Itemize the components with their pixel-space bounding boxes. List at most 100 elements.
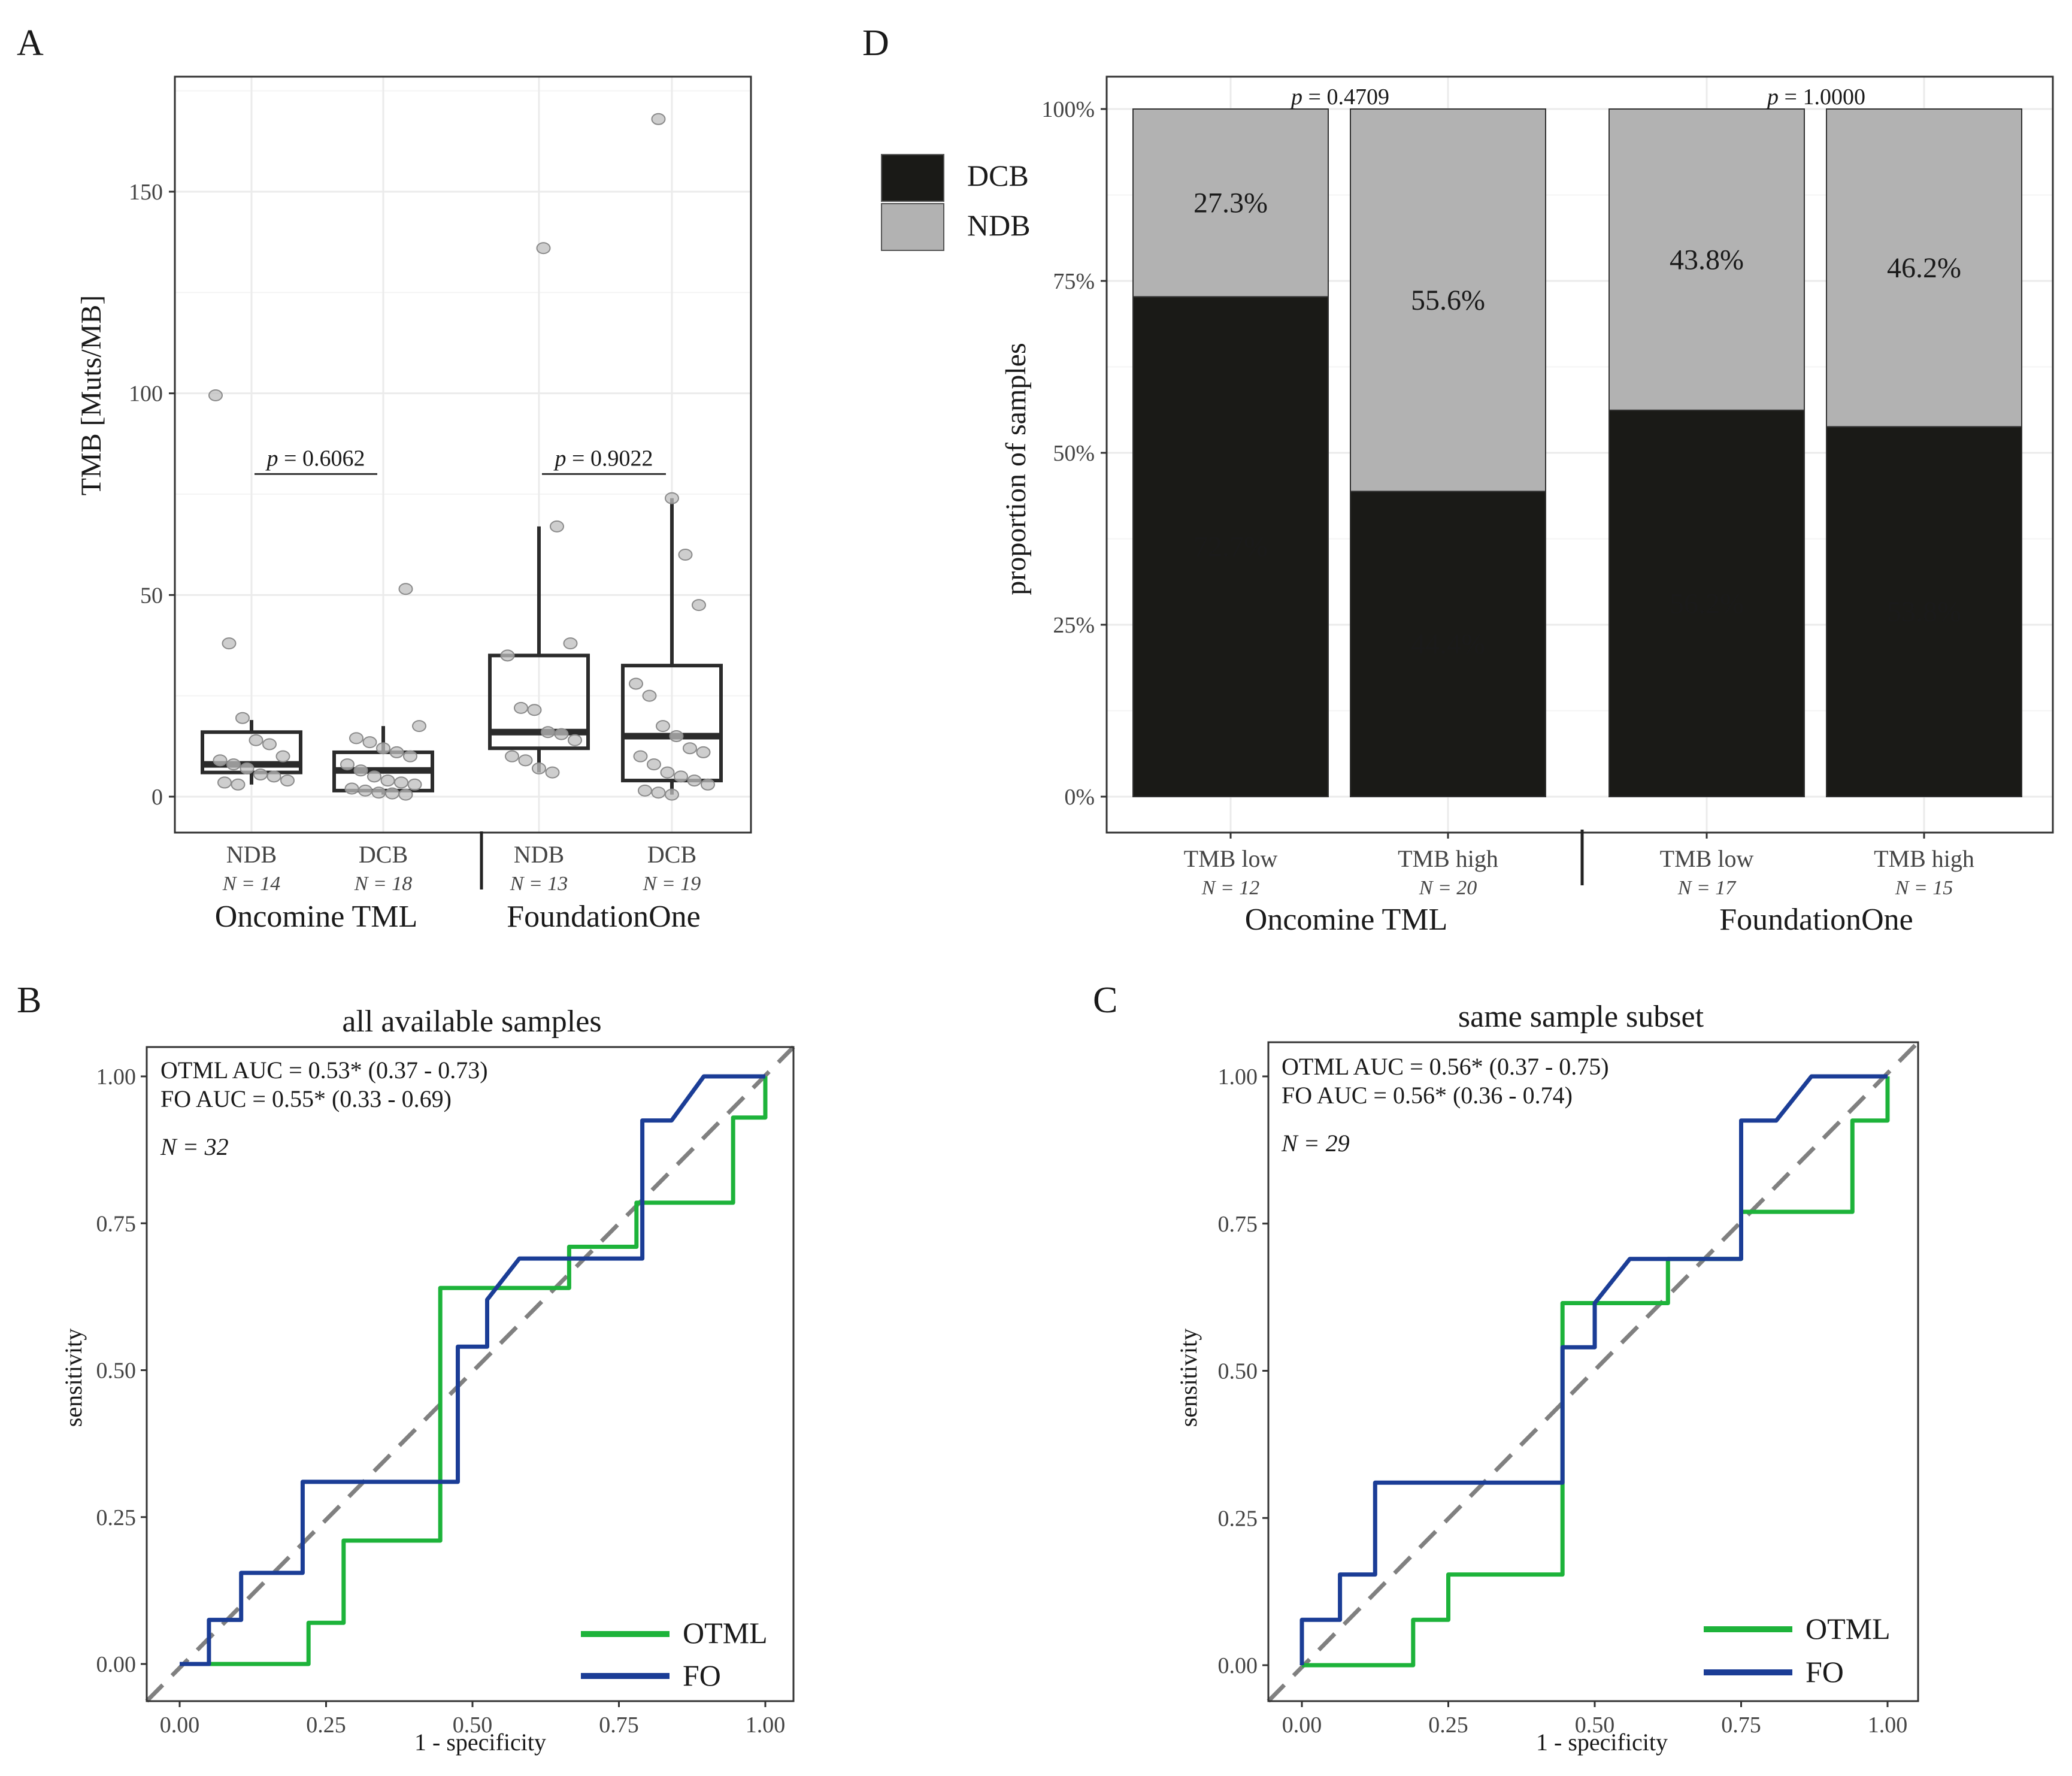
data-point xyxy=(389,746,404,758)
panel-c-marks xyxy=(1267,1040,1920,1703)
x-tick-label: 0.25 xyxy=(306,1713,346,1738)
panel-a-boxplot: p = 0.6062 p = 0.9022 0 50 100 150 TMB [Muts… xyxy=(75,75,752,934)
data-point xyxy=(696,746,711,758)
panel-b-auc-otml: OTML AUC = 0.53* (0.37 - 0.73) xyxy=(160,1057,488,1084)
data-point xyxy=(340,758,355,771)
roc-line-fo xyxy=(1299,1074,1888,1665)
p-value-label: p = 0.9022 xyxy=(553,446,653,471)
x-tick-label: DCB xyxy=(647,841,696,868)
data-point xyxy=(240,762,255,774)
data-point xyxy=(280,774,295,787)
panel-c-ticks: 0.00 0.00 0.25 0.25 0.50 0.50 0.75 0.75 1.00 1.00 xyxy=(1218,1064,1908,1738)
x-tick-label: TMB low xyxy=(1184,845,1278,872)
data-point xyxy=(208,389,223,402)
data-point xyxy=(358,784,372,797)
roc-line-fo xyxy=(180,1074,765,1666)
panel-c-auc-otml: OTML AUC = 0.56* (0.37 - 0.75) xyxy=(1282,1053,1609,1080)
data-point xyxy=(253,768,268,780)
x-tick-label: 1.00 xyxy=(1868,1713,1908,1738)
x-tick-n-label: N = 18 xyxy=(354,873,413,895)
data-point xyxy=(226,758,241,771)
panel-d-marks: 72.7% 27.3% 44.4% 55.6% 56.2% 43.8% 53.8% 46.2%… xyxy=(1132,84,2022,798)
legend-swatch-ndb xyxy=(881,203,944,251)
panel-a-group-label-otml: Oncomine TML xyxy=(215,900,417,934)
data-point xyxy=(541,726,555,739)
data-point xyxy=(412,720,426,733)
roc-line-otml xyxy=(1302,1076,1890,1668)
data-point xyxy=(235,712,250,724)
bar-segment-ndb xyxy=(1826,108,2022,428)
bar-segment-dcb xyxy=(1132,296,1329,797)
data-point xyxy=(385,787,399,800)
data-point xyxy=(665,788,679,801)
x-tick-n-label: N = 19 xyxy=(643,873,701,895)
y-tick-label: 100 xyxy=(129,382,163,407)
data-point xyxy=(642,689,657,702)
data-point xyxy=(344,782,359,795)
bar-label-ndb: 27.3% xyxy=(1193,187,1268,219)
panel-b-marks xyxy=(145,1045,795,1703)
x-tick-label: 0.75 xyxy=(1721,1713,1761,1738)
data-point xyxy=(656,720,670,733)
data-point xyxy=(554,728,569,740)
legend-label-otml: OTML xyxy=(1806,1612,1891,1645)
data-point xyxy=(262,738,277,751)
y-tick-label: 0.50 xyxy=(1218,1359,1258,1384)
data-point xyxy=(266,770,281,783)
x-tick-label: NDB xyxy=(514,841,564,868)
panel-a-group-label-fo: FoundationOne xyxy=(507,900,701,934)
roc-line-otml xyxy=(180,1076,768,1666)
data-point xyxy=(349,732,363,745)
data-point xyxy=(701,778,715,791)
data-point xyxy=(222,637,237,650)
panel-a-y-ticks: 0 50 100 150 xyxy=(129,180,175,810)
data-point xyxy=(394,776,408,789)
x-tick-label: 0.25 xyxy=(1428,1713,1468,1738)
data-point xyxy=(692,599,706,612)
data-point xyxy=(505,750,519,763)
bar-label-dcb: 56.2% xyxy=(1670,588,1744,619)
panel-d-legend: DCB NDB xyxy=(881,154,1031,251)
p-value-label: p = 0.6062 xyxy=(265,446,365,471)
panel-c-title: same sample subset xyxy=(1458,1000,1704,1034)
data-point xyxy=(674,770,688,783)
x-tick-label: NDB xyxy=(226,841,277,868)
data-point xyxy=(660,766,675,779)
panel-a-x-labels: NDB N = 14 DCB N = 18 NDB N = 13 DCB N = 19 xyxy=(222,841,701,895)
bar-label-ndb: 43.8% xyxy=(1670,244,1744,276)
data-point xyxy=(362,736,377,749)
bar-segment-ndb xyxy=(1350,108,1546,492)
y-tick-label: 0.75 xyxy=(1218,1212,1258,1237)
x-tick-n-label: N = 13 xyxy=(510,873,568,895)
panel-b-y-axis-label: sensitivity xyxy=(60,1329,87,1427)
panel-c-x-axis-label: 1 - specificity xyxy=(1536,1729,1668,1756)
panel-b-auc-fo: FO AUC = 0.55* (0.33 - 0.69) xyxy=(160,1085,452,1112)
data-point xyxy=(376,742,390,755)
panel-letter-b: B xyxy=(17,980,41,1021)
data-point xyxy=(678,549,693,561)
legend-swatch-dcb xyxy=(881,154,944,202)
data-point xyxy=(500,649,515,662)
data-point xyxy=(629,677,643,690)
data-point xyxy=(568,734,582,746)
bar-label-dcb: 72.7% xyxy=(1193,531,1268,563)
data-point xyxy=(536,242,551,255)
x-tick-n-label: N = 14 xyxy=(222,873,281,895)
panel-b-n: N = 32 xyxy=(160,1133,229,1160)
x-tick-label: 0.50 xyxy=(1575,1713,1615,1738)
data-point xyxy=(687,774,702,787)
legend-label-fo: FO xyxy=(683,1659,721,1692)
x-tick-n-label: N = 12 xyxy=(1201,877,1260,899)
y-tick-label: 0% xyxy=(1064,785,1095,810)
legend-label-dcb: DCB xyxy=(967,159,1029,192)
legend-label-otml: OTML xyxy=(683,1616,768,1650)
data-point xyxy=(371,786,386,799)
box xyxy=(621,664,723,783)
y-tick-label: 0.00 xyxy=(1218,1653,1258,1678)
bar-label-dcb: 44.4% xyxy=(1411,628,1485,660)
data-point xyxy=(213,754,228,767)
y-tick-label: 0.50 xyxy=(96,1359,137,1384)
x-tick-label: TMB low xyxy=(1660,845,1754,872)
x-tick-label: TMB high xyxy=(1398,845,1498,872)
